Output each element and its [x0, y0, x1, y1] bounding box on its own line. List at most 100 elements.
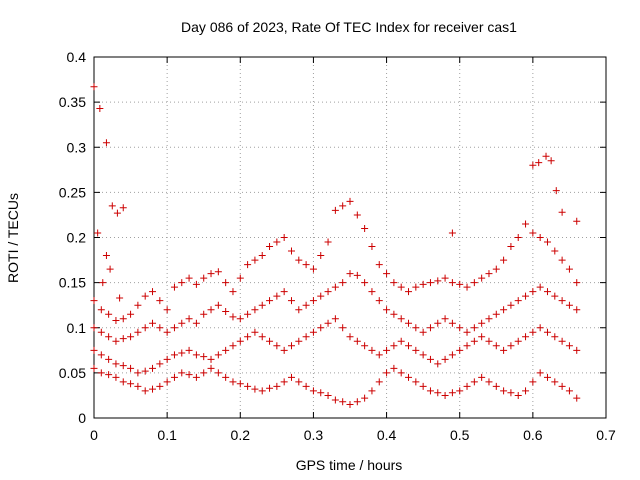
data-point: [331, 315, 339, 323]
data-point: [346, 333, 354, 341]
data-point: [514, 297, 522, 305]
data-point: [273, 382, 281, 390]
data-point: [397, 369, 405, 377]
x-tick-label: 0: [90, 427, 98, 443]
data-point: [280, 346, 288, 354]
data-point: [229, 378, 237, 386]
data-point: [573, 306, 581, 314]
data-point: [119, 315, 127, 323]
data-point: [547, 157, 555, 165]
data-point: [463, 342, 471, 350]
data-point: [361, 342, 369, 350]
data-point: [361, 224, 369, 232]
data-point: [90, 346, 98, 354]
data-point: [163, 306, 171, 314]
data-point: [551, 292, 559, 300]
data-point: [522, 387, 530, 395]
data-point: [178, 369, 186, 377]
data-point: [287, 373, 295, 381]
data-point: [244, 333, 252, 341]
data-point: [383, 369, 391, 377]
data-point: [353, 271, 361, 279]
data-point: [222, 373, 230, 381]
data-point: [419, 382, 427, 390]
data-point: [543, 238, 551, 246]
data-point: [536, 283, 544, 291]
data-point: [134, 369, 142, 377]
data-point: [178, 279, 186, 287]
data-point: [309, 297, 317, 305]
data-point: [273, 238, 281, 246]
data-point: [97, 328, 105, 336]
data-point: [514, 337, 522, 345]
data-point: [324, 238, 332, 246]
data-point: [456, 346, 464, 354]
data-point: [273, 292, 281, 300]
data-point: [368, 346, 376, 354]
data-point: [448, 279, 456, 287]
data-point: [236, 315, 244, 323]
data-point: [90, 324, 98, 332]
data-point: [302, 333, 310, 341]
data-point: [141, 324, 149, 332]
data-point: [156, 360, 164, 368]
data-point: [375, 261, 383, 269]
data-point: [552, 187, 560, 195]
data-point: [229, 342, 237, 350]
data-point: [565, 387, 573, 395]
data-point: [207, 306, 215, 314]
data-point: [558, 337, 566, 345]
x-tick-label: 0.1: [157, 427, 177, 443]
data-point: [558, 297, 566, 305]
data-point: [178, 319, 186, 327]
data-point: [258, 252, 266, 260]
data-point: [470, 279, 478, 287]
data-point: [127, 310, 135, 318]
data-point: [97, 306, 105, 314]
data-point: [141, 292, 149, 300]
data-point: [119, 335, 127, 343]
data-point: [97, 369, 105, 377]
data-point: [448, 319, 456, 327]
data-point: [500, 346, 508, 354]
data-point: [105, 333, 113, 341]
data-point: [105, 371, 113, 379]
data-point: [346, 197, 354, 205]
y-tick-labels: 0 0.05 0.1 0.15 0.2 0.25 0.3 0.35 0.4: [59, 49, 86, 426]
y-tick-label: 0.35: [59, 94, 86, 110]
data-point: [500, 387, 508, 395]
data-point: [156, 382, 164, 390]
data-point: [185, 315, 193, 323]
data-point: [507, 389, 515, 397]
data-point: [522, 220, 530, 228]
data-point: [529, 161, 537, 169]
data-point: [353, 211, 361, 219]
data-point: [536, 369, 544, 377]
data-point: [266, 297, 274, 305]
data-point: [492, 265, 500, 273]
data-point: [258, 387, 266, 395]
data-point: [565, 342, 573, 350]
data-point: [309, 387, 317, 395]
data-point: [251, 385, 259, 393]
data-point: [456, 280, 464, 288]
data-point: [573, 279, 581, 287]
data-point: [456, 324, 464, 332]
data-point: [507, 243, 515, 251]
data-point: [339, 324, 347, 332]
data-point: [514, 391, 522, 399]
data-point: [251, 306, 259, 314]
data-point: [331, 283, 339, 291]
data-point: [500, 306, 508, 314]
data-point: [551, 378, 559, 386]
data-point: [331, 396, 339, 404]
data-point: [522, 292, 530, 300]
data-point: [405, 288, 413, 296]
data-point: [507, 301, 515, 309]
data-point: [405, 319, 413, 327]
data-point: [134, 382, 142, 390]
data-point: [266, 337, 274, 345]
data-point: [149, 364, 157, 372]
data-point: [448, 229, 456, 237]
data-point: [419, 328, 427, 336]
